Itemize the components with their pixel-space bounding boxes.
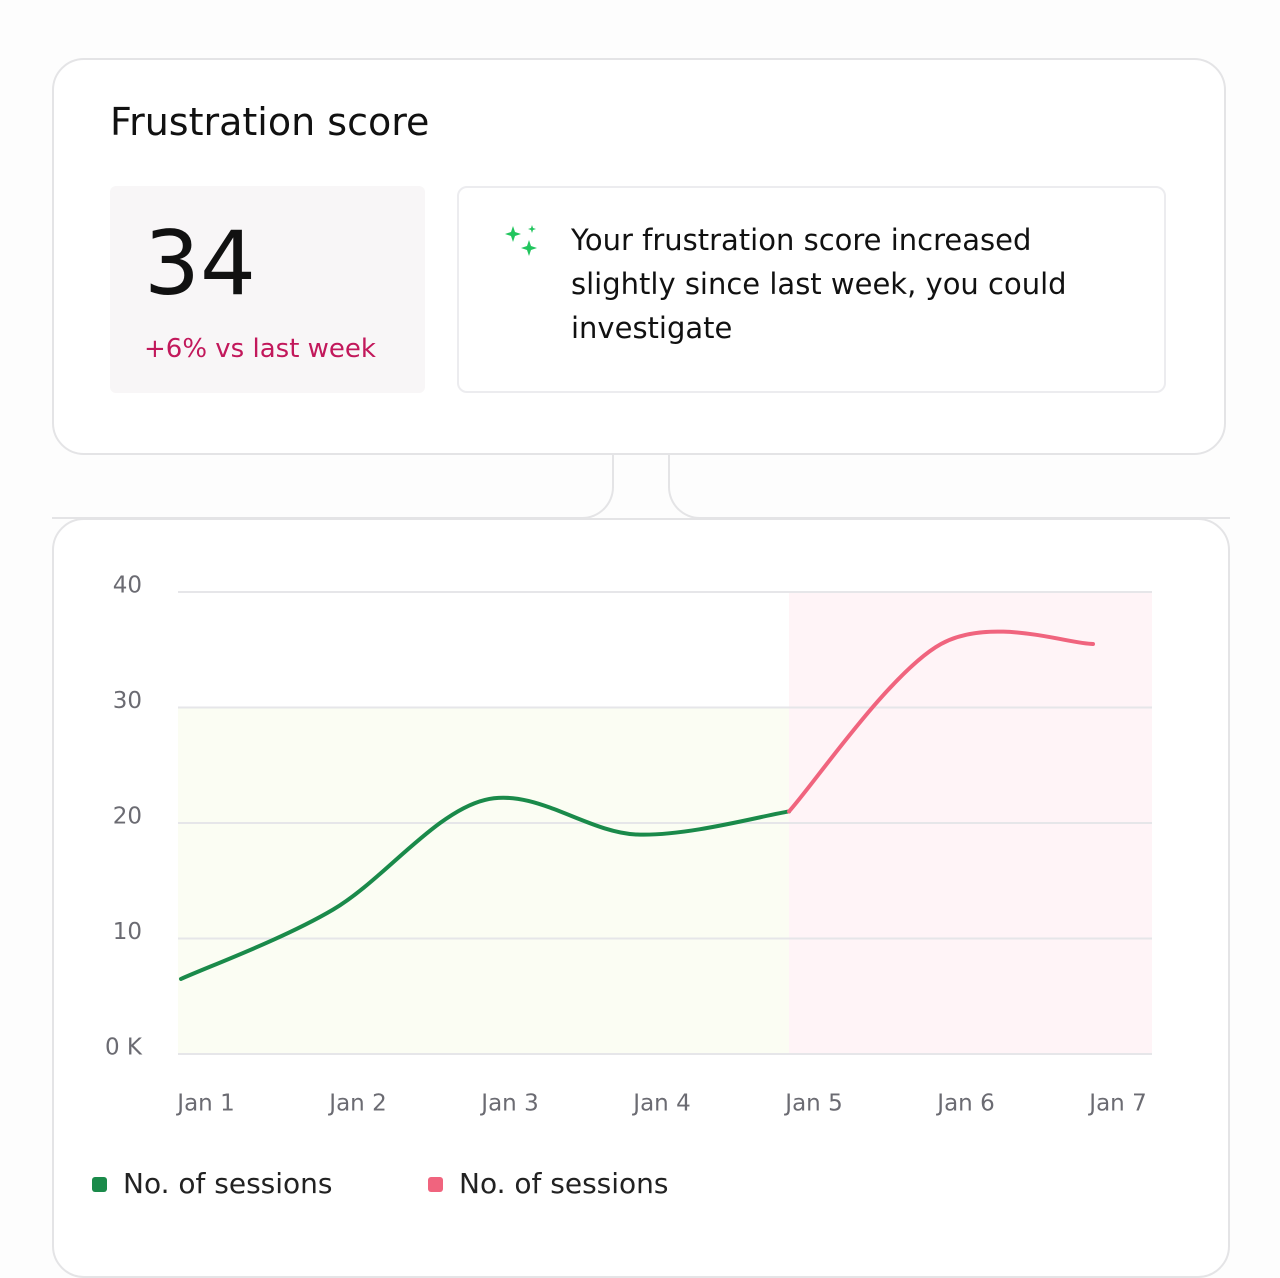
x-tick-label: Jan 4	[631, 1091, 690, 1117]
x-tick-label: Jan 6	[935, 1091, 994, 1117]
insight-text: Your frustration score increased slightl…	[571, 223, 1067, 345]
chart: 0 K 10 20 30 40 Jan 1 Jan 2 Jan 3 Jan 4 Jan 5 Jan …	[92, 573, 1152, 1200]
x-tick-label: Jan 2	[327, 1091, 386, 1117]
y-tick-label: 20	[113, 804, 142, 830]
legend-swatch	[428, 1177, 443, 1192]
region-shade	[178, 707, 789, 1054]
score: 34	[144, 212, 256, 315]
x-tick-label: Jan 1	[175, 1091, 234, 1117]
line	[787, 629, 1095, 814]
score-box: 34 +6% vs last week	[110, 186, 425, 393]
legend-swatch	[92, 1177, 107, 1192]
score-change: +6% vs last week	[144, 334, 376, 364]
x-tick-label: Jan 7	[1087, 1091, 1146, 1117]
card-title: Frustration score	[110, 100, 430, 144]
y-tick-label: 0 K	[105, 1035, 143, 1061]
page: {"card": {"title": "Frustration score", …	[52, 58, 1230, 1278]
x-tick-label: Jan 5	[783, 1091, 842, 1117]
y-tick-label: 10	[113, 919, 142, 945]
insight-box: Your frustration score increased slightl…	[457, 186, 1166, 393]
x-tick-label: Jan 3	[479, 1091, 538, 1117]
legend-label: No. of sessions	[459, 1167, 669, 1200]
y-tick-label: 40	[113, 573, 142, 599]
y-tick-label: 30	[113, 688, 142, 714]
sparkle-icon	[505, 225, 537, 256]
legend-label: No. of sessions	[123, 1167, 333, 1200]
line	[179, 795, 791, 981]
